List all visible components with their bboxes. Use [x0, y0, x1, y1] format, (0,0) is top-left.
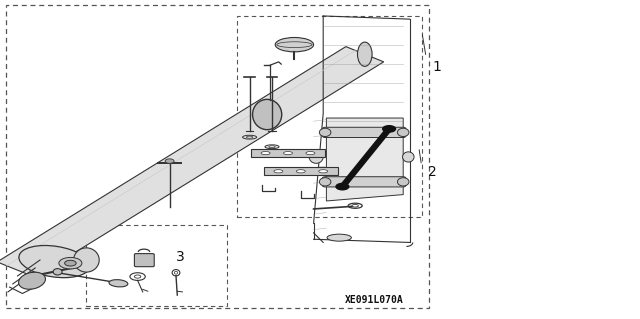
Circle shape — [336, 183, 349, 190]
Ellipse shape — [397, 178, 409, 186]
Ellipse shape — [19, 246, 90, 278]
Ellipse shape — [243, 135, 257, 139]
Bar — [86, 225, 227, 306]
Circle shape — [65, 260, 76, 266]
Bar — [237, 16, 422, 217]
Polygon shape — [0, 47, 384, 277]
Ellipse shape — [319, 178, 331, 186]
Ellipse shape — [246, 136, 253, 138]
Ellipse shape — [296, 170, 305, 173]
Ellipse shape — [109, 280, 128, 287]
Text: XE091L070A: XE091L070A — [345, 295, 404, 305]
Polygon shape — [264, 167, 338, 175]
Circle shape — [59, 257, 82, 269]
Ellipse shape — [319, 170, 328, 173]
Circle shape — [383, 126, 396, 132]
Circle shape — [165, 159, 174, 163]
Bar — [6, 5, 429, 308]
Text: 3: 3 — [176, 250, 185, 264]
Ellipse shape — [319, 128, 331, 137]
Ellipse shape — [306, 152, 315, 155]
Text: 1: 1 — [432, 60, 441, 74]
FancyBboxPatch shape — [323, 127, 406, 137]
Ellipse shape — [358, 42, 372, 66]
Ellipse shape — [265, 145, 279, 149]
Ellipse shape — [53, 269, 62, 275]
Text: 2: 2 — [428, 165, 436, 179]
Ellipse shape — [397, 128, 409, 137]
Ellipse shape — [309, 151, 323, 163]
Ellipse shape — [403, 152, 414, 162]
Ellipse shape — [284, 152, 292, 155]
Ellipse shape — [327, 234, 351, 241]
Ellipse shape — [261, 152, 270, 155]
Polygon shape — [326, 118, 403, 201]
Ellipse shape — [352, 204, 358, 207]
Ellipse shape — [74, 248, 99, 272]
Ellipse shape — [274, 170, 283, 173]
FancyBboxPatch shape — [134, 254, 154, 267]
Ellipse shape — [275, 38, 314, 52]
Ellipse shape — [253, 100, 282, 130]
Ellipse shape — [19, 272, 45, 289]
FancyBboxPatch shape — [323, 177, 406, 187]
Ellipse shape — [269, 146, 275, 148]
Polygon shape — [251, 149, 325, 157]
